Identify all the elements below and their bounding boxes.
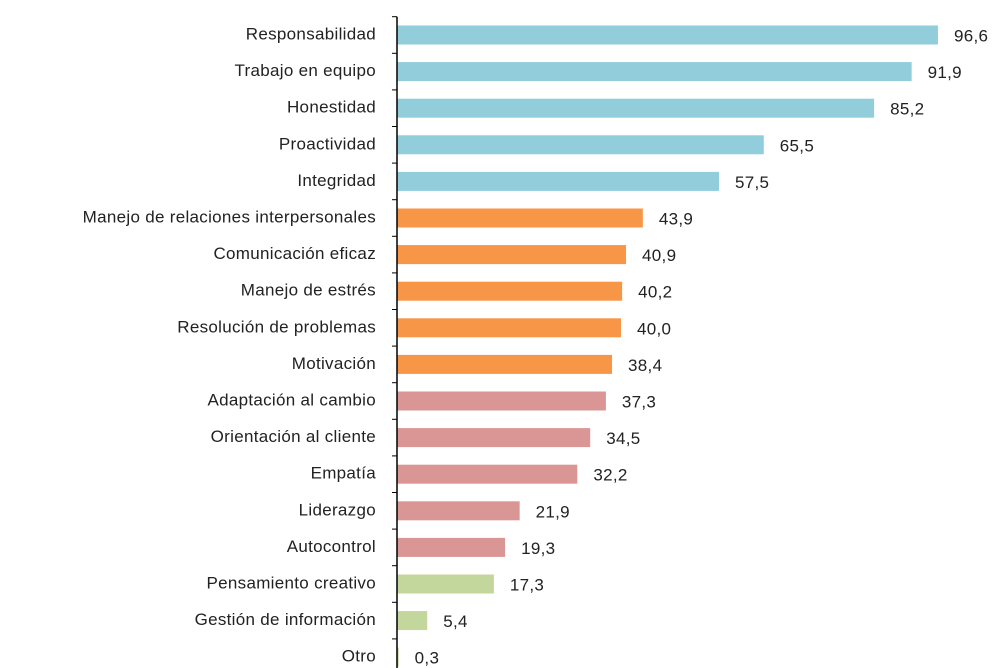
bar bbox=[397, 62, 912, 82]
value-label: 43,9 bbox=[659, 209, 693, 228]
y-tick-label: Integridad bbox=[297, 171, 376, 190]
value-label: 37,3 bbox=[622, 392, 656, 411]
bar bbox=[397, 245, 627, 265]
y-tick-label: Pensamiento creativo bbox=[207, 573, 376, 592]
value-label: 21,9 bbox=[536, 502, 570, 521]
value-label: 17,3 bbox=[510, 575, 544, 594]
bar bbox=[397, 537, 506, 557]
y-tick-label: Autocontrol bbox=[287, 537, 376, 556]
bar bbox=[397, 611, 428, 631]
value-label: 40,0 bbox=[637, 319, 671, 338]
y-tick-label: Comunicación eficaz bbox=[213, 244, 376, 263]
y-tick-label: Empatía bbox=[311, 464, 377, 483]
bar bbox=[397, 25, 938, 45]
y-tick-label: Otro bbox=[342, 647, 376, 666]
value-label: 96,6 bbox=[954, 26, 988, 45]
y-tick-label: Motivación bbox=[292, 354, 376, 373]
y-tick-label: Orientación al cliente bbox=[211, 427, 376, 446]
value-label: 91,9 bbox=[928, 63, 962, 82]
y-tick-label: Proactividad bbox=[279, 134, 376, 153]
value-label: 65,5 bbox=[780, 136, 814, 155]
value-label: 40,9 bbox=[642, 246, 676, 265]
bar bbox=[397, 428, 591, 448]
bar bbox=[397, 354, 613, 374]
bar bbox=[397, 208, 643, 228]
y-tick-label: Gestión de información bbox=[195, 610, 376, 629]
y-tick-label: Adaptación al cambio bbox=[207, 390, 376, 409]
value-label: 0,3 bbox=[415, 649, 440, 668]
value-label: 32,2 bbox=[593, 466, 627, 485]
value-label: 34,5 bbox=[606, 429, 640, 448]
bar bbox=[397, 318, 621, 338]
value-label: 5,4 bbox=[443, 612, 468, 631]
y-tick-label: Manejo de estrés bbox=[241, 281, 376, 300]
bar bbox=[397, 281, 623, 301]
value-label: 19,3 bbox=[521, 539, 555, 558]
bar bbox=[397, 98, 875, 118]
value-label: 38,4 bbox=[628, 356, 662, 375]
bar bbox=[397, 391, 606, 411]
bar bbox=[397, 647, 399, 667]
value-label: 85,2 bbox=[890, 100, 924, 119]
y-tick-label: Liderazgo bbox=[299, 500, 376, 519]
bar bbox=[397, 171, 719, 191]
bar bbox=[397, 135, 764, 155]
value-label: 57,5 bbox=[735, 173, 769, 192]
bar bbox=[397, 574, 494, 594]
y-tick-label: Resolución de problemas bbox=[177, 317, 376, 336]
bar bbox=[397, 501, 520, 521]
y-tick-label: Manejo de relaciones interpersonales bbox=[83, 207, 376, 226]
value-label: 40,2 bbox=[638, 283, 672, 302]
y-tick-label: Responsabilidad bbox=[246, 24, 376, 43]
y-tick-label: Trabajo en equipo bbox=[234, 61, 376, 80]
y-tick-label: Honestidad bbox=[287, 98, 376, 117]
bar bbox=[397, 464, 578, 484]
